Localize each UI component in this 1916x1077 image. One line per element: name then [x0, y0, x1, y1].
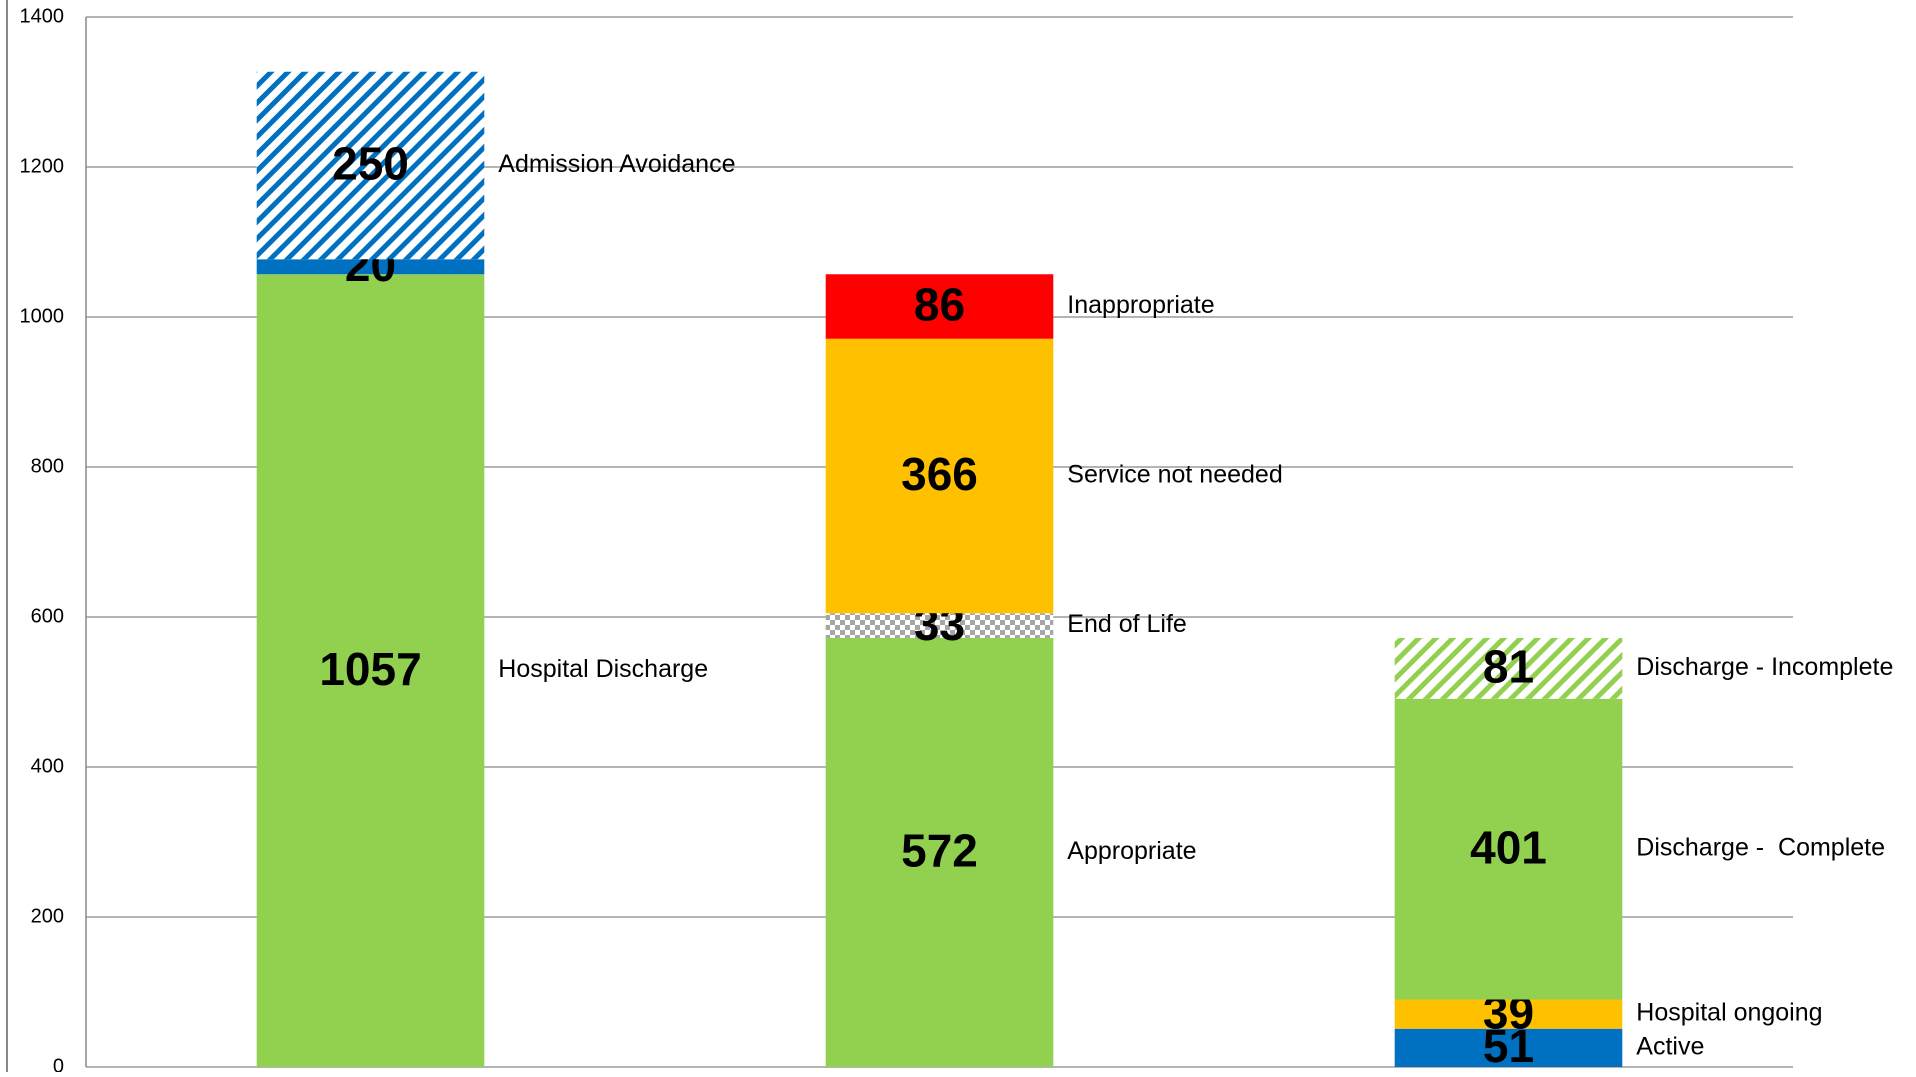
bar-segment — [1394, 1028, 1623, 1067]
bar-segment — [256, 71, 485, 260]
segment-label: Discharge - Complete — [1636, 834, 1885, 862]
segment-label: End of Life — [1067, 610, 1187, 638]
segment-label: Discharge - Incomplete — [1636, 653, 1893, 681]
y-tick-label: 600 — [31, 605, 64, 627]
bar-segment — [825, 638, 1054, 1067]
y-tick-label: 200 — [31, 905, 64, 927]
y-tick-label: 800 — [31, 455, 64, 477]
bar-segment — [825, 338, 1054, 614]
value-label: 86 — [914, 279, 965, 331]
bar-segment — [1394, 999, 1623, 1029]
segment-label: Admission Avoidance — [498, 150, 735, 178]
segment-label: Active — [1636, 1032, 1704, 1060]
bar-segment — [825, 274, 1054, 339]
y-tick-label: 1200 — [20, 155, 65, 177]
segment-label: Appropriate — [1067, 837, 1196, 865]
segment-label: Hospital ongoing — [1636, 999, 1822, 1027]
value-label: 366 — [901, 448, 978, 500]
y-tick-label: 1000 — [20, 305, 65, 327]
y-tick-label: 1400 — [20, 5, 65, 27]
segment-label: Inappropriate — [1067, 291, 1214, 319]
bar-segment — [825, 613, 1054, 638]
value-label: 401 — [1470, 821, 1547, 873]
value-label: 572 — [901, 825, 978, 877]
value-label: 1057 — [319, 643, 421, 695]
segment-label: Hospital Discharge — [498, 655, 708, 683]
bar-segment — [256, 259, 485, 275]
bar-segment — [256, 274, 485, 1067]
y-tick-label: 0 — [53, 1055, 64, 1072]
value-label: 81 — [1483, 641, 1534, 693]
bar-segment — [1394, 638, 1623, 699]
value-label: 250 — [332, 138, 409, 190]
segment-label: Service not needed — [1067, 461, 1282, 489]
bar-segment — [1394, 698, 1623, 1000]
y-tick-label: 400 — [31, 755, 64, 777]
